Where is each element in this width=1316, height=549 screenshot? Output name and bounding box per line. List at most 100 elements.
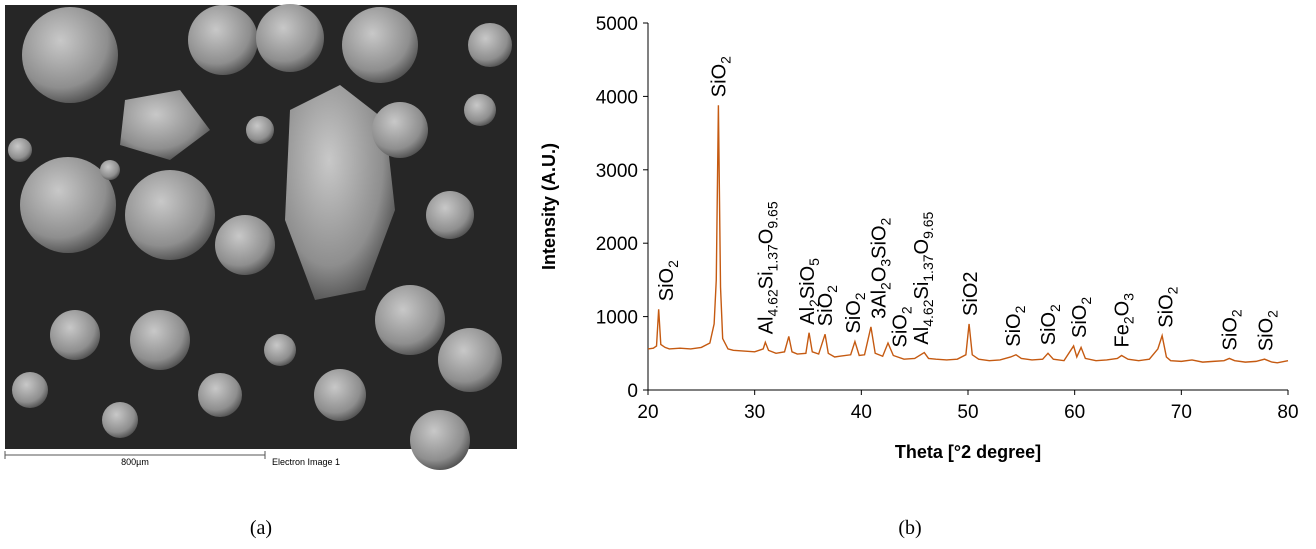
peak-label: 3Al2O3SiO2 [868, 217, 893, 318]
x-tick-label: 80 [1277, 402, 1298, 423]
peak-label-part: SiO [708, 64, 730, 97]
peak-label-part: Si [755, 271, 777, 289]
particle [342, 7, 418, 83]
y-tick-label: 0 [627, 381, 638, 402]
particle [215, 215, 275, 275]
particle [125, 170, 215, 260]
peak-label: SiO2 [656, 260, 681, 301]
peak-label-subscript: 2 [899, 306, 915, 314]
particle [130, 310, 190, 370]
peak-label: Al4.62Si1.37O9.65 [911, 211, 936, 344]
y-tick-label: 4000 [596, 87, 638, 108]
peak-label-subscript: 2 [852, 292, 868, 300]
figure: 800µm Electron Image 1 (a) (b) 0 1000 2000… [0, 0, 1316, 549]
peak-label: SiO2 [1155, 286, 1180, 327]
particle [410, 410, 470, 470]
particle [314, 369, 366, 421]
sem-image: 800µm Electron Image 1 [5, 4, 517, 470]
peak-label: Fe2O3 [1112, 293, 1137, 348]
peak-label-part: SiO [843, 300, 865, 333]
x-tick-label: 70 [1171, 402, 1192, 423]
peak-label-part: SiO [1219, 317, 1241, 350]
peak-label-subscript: 2 [665, 260, 681, 268]
peak-label-subscript: 9.65 [764, 201, 780, 228]
particle [426, 191, 474, 239]
peak-label: SiO2 [1256, 310, 1281, 351]
peak-label-subscript: 2 [1047, 304, 1063, 312]
peak-label-part: Si [911, 282, 933, 300]
peak-label: SiO2 [960, 271, 982, 315]
y-tick-label: 1000 [596, 308, 638, 329]
particle [264, 334, 296, 366]
peak-label-part: SiO2 [960, 271, 982, 315]
peak-label-subscript: 2 [1121, 316, 1137, 324]
peak-label-part: SiO [656, 268, 678, 301]
x-tick-label: 20 [637, 402, 658, 423]
peak-label-part: SiO [1003, 313, 1025, 346]
particle [22, 7, 118, 103]
peak-label-subscript: 3 [877, 259, 893, 267]
particle [50, 310, 100, 360]
page: 800µm Electron Image 1 (a) (b) 0 1000 2000… [0, 0, 1316, 549]
peak-label-part: O [868, 267, 890, 283]
particle [464, 94, 496, 126]
peak-label-part: O [911, 239, 933, 255]
peak-label-subscript: 2 [877, 282, 893, 290]
peak-label-part: SiO [1038, 312, 1060, 345]
particle [8, 138, 32, 162]
peak-label-subscript: 9.65 [920, 211, 936, 238]
peak-label-part: SiO [890, 314, 912, 347]
peak-label-subscript: 3 [1121, 293, 1137, 301]
peak-label-subscript: 2 [1012, 305, 1028, 313]
peak-label: SiO2 [1038, 304, 1063, 345]
particle [102, 402, 138, 438]
particle [256, 4, 324, 72]
peak-label-subscript: 2 [1228, 309, 1244, 317]
peak-label-subscript: 2 [824, 285, 840, 293]
peak-label-subscript: 2 [1164, 286, 1180, 294]
peak-label-subscript: 2 [1265, 310, 1281, 318]
xrd-line [648, 105, 1288, 363]
peak-label-subscript: 2 [1078, 297, 1094, 305]
peak-label-part: Al [911, 327, 933, 345]
particle [375, 285, 445, 355]
particle [100, 160, 120, 180]
peak-label: SiO2 [1219, 309, 1244, 350]
particle [438, 328, 502, 392]
x-axis-title: Theta [°2 degree] [895, 442, 1041, 462]
peak-label-part: Fe [1112, 324, 1134, 347]
peak-label-subscript: 1.37 [920, 254, 936, 281]
particle [188, 5, 258, 75]
peak-label-part: SiO [1069, 305, 1091, 338]
image-label: Electron Image 1 [272, 457, 340, 467]
x-tick-label: 50 [957, 402, 978, 423]
y-tick-label: 3000 [596, 161, 638, 182]
peak-label-subscript: 1.37 [764, 244, 780, 271]
peak-label-subscript: 2 [717, 56, 733, 64]
peak-label-part: SiO [1155, 294, 1177, 327]
particle [468, 23, 512, 67]
y-tick-label: 5000 [596, 14, 638, 35]
particle [12, 372, 48, 408]
particle [246, 116, 274, 144]
peak-label-part: Al [755, 316, 777, 334]
caption: (a) [250, 517, 272, 539]
x-tick-label: 30 [744, 402, 765, 423]
caption: (b) [898, 517, 921, 539]
x-tick-label: 40 [851, 402, 872, 423]
peak-label-subscript: 4.62 [920, 299, 936, 326]
peak-label: SiO2 [708, 56, 733, 97]
peak-label: SiO2 [1069, 297, 1094, 338]
peak-label-part: SiO [1256, 318, 1278, 351]
peak-label: Al4.62Si1.37O9.65 [755, 201, 780, 334]
y-tick-label: 2000 [596, 234, 638, 255]
peak-label: SiO2 [843, 292, 868, 333]
peak-label-part: O [1112, 301, 1134, 317]
peak-label-part: 3Al [868, 290, 890, 319]
peak-label-part: O [755, 229, 777, 245]
chart: 0 1000 2000 3000 4000 5000 20 30 40 50 60 70 80 Theta… [539, 14, 1299, 462]
x-tick-label: 60 [1064, 402, 1085, 423]
peak-label-subscript: 2 [877, 217, 893, 225]
peak-label-part: SiO [868, 225, 890, 258]
peak-label: SiO2 [1003, 305, 1028, 346]
